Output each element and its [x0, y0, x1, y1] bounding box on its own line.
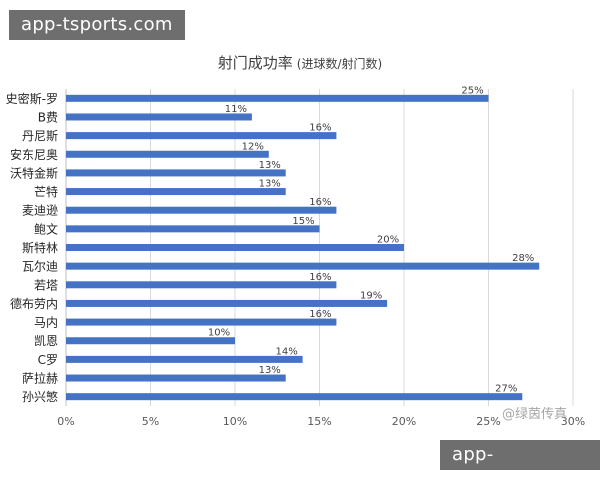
- data-label-16: 27%: [495, 384, 517, 395]
- data-label-7: 15%: [292, 216, 314, 227]
- category-label-1: B费: [38, 110, 58, 124]
- bar-10: [66, 281, 337, 289]
- chart-subtitle: (进球数/射门数): [296, 57, 383, 71]
- data-label-11: 19%: [360, 290, 382, 301]
- data-label-12: 16%: [309, 309, 331, 320]
- category-label-5: 芒特: [34, 184, 58, 199]
- category-label-8: 斯特林: [22, 240, 58, 255]
- category-label-9: 瓦尔迪: [22, 259, 58, 274]
- x-tick-label-5: 25%: [476, 415, 500, 428]
- category-label-0: 史密斯-罗: [6, 91, 58, 106]
- bar-5: [66, 188, 286, 196]
- x-tick-label-3: 15%: [307, 415, 331, 428]
- bar-chart: 0% 5% 10% 15% 20% 25% 30% 史密斯-罗 25% B费 11% 丹尼斯 16% 安东…: [6, 85, 586, 428]
- data-label-1: 11%: [225, 104, 247, 115]
- data-label-8: 20%: [377, 235, 399, 246]
- data-label-15: 13%: [259, 365, 281, 376]
- bar-16: [66, 393, 523, 401]
- bar-11: [66, 299, 388, 307]
- category-label-15: 萨拉赫: [22, 371, 58, 386]
- category-label-3: 安东尼奥: [10, 147, 58, 162]
- x-tick-label-6: 30%: [561, 415, 585, 428]
- bar-6: [66, 206, 337, 214]
- category-label-12: 马内: [34, 316, 58, 330]
- bar-4: [66, 169, 286, 177]
- data-label-14: 14%: [275, 346, 297, 357]
- chart-title-main: 射门成功率: [217, 54, 293, 72]
- category-label-14: C罗: [38, 353, 58, 367]
- bar-12: [66, 318, 337, 326]
- category-label-13: 凯恩: [34, 334, 58, 348]
- bar-13: [66, 337, 235, 345]
- category-label-10: 若塔: [34, 278, 58, 292]
- category-label-4: 沃特金斯: [10, 165, 58, 180]
- category-label-11: 德布劳内: [10, 296, 58, 311]
- bar-7: [66, 225, 320, 233]
- chart-title: 射门成功率 (进球数/射门数): [0, 52, 600, 73]
- bar-0: [66, 94, 489, 102]
- data-label-5: 13%: [259, 179, 281, 190]
- data-label-2: 16%: [309, 123, 331, 134]
- category-label-16: 孙兴慜: [22, 389, 58, 404]
- overlay-watermark: @绿茵传真: [502, 407, 568, 422]
- bar-9: [66, 262, 540, 270]
- bar-1: [66, 113, 252, 121]
- bar-8: [66, 244, 404, 251]
- watermark-top: app-tsports.com: [9, 10, 185, 40]
- category-label-6: 麦迪逊: [22, 204, 58, 218]
- x-tick-label-4: 20%: [392, 415, 416, 428]
- data-label-13: 10%: [208, 328, 230, 339]
- category-label-7: 鲍文: [34, 221, 58, 236]
- data-label-3: 12%: [242, 141, 264, 152]
- bar-2: [66, 132, 337, 140]
- bar-14: [66, 355, 303, 363]
- data-label-9: 28%: [512, 253, 534, 264]
- watermark-bottom: app-tsports.com: [440, 440, 600, 495]
- bar-15: [66, 374, 286, 382]
- data-label-0: 25%: [461, 85, 483, 96]
- data-label-4: 13%: [259, 160, 281, 171]
- data-label-10: 16%: [309, 272, 331, 283]
- x-tick-label-0: 0%: [57, 415, 74, 428]
- x-tick-label-1: 5%: [142, 415, 159, 428]
- x-tick-label-2: 10%: [223, 415, 247, 428]
- data-label-6: 16%: [309, 197, 331, 208]
- category-label-2: 丹尼斯: [22, 129, 58, 143]
- bar-3: [66, 150, 269, 158]
